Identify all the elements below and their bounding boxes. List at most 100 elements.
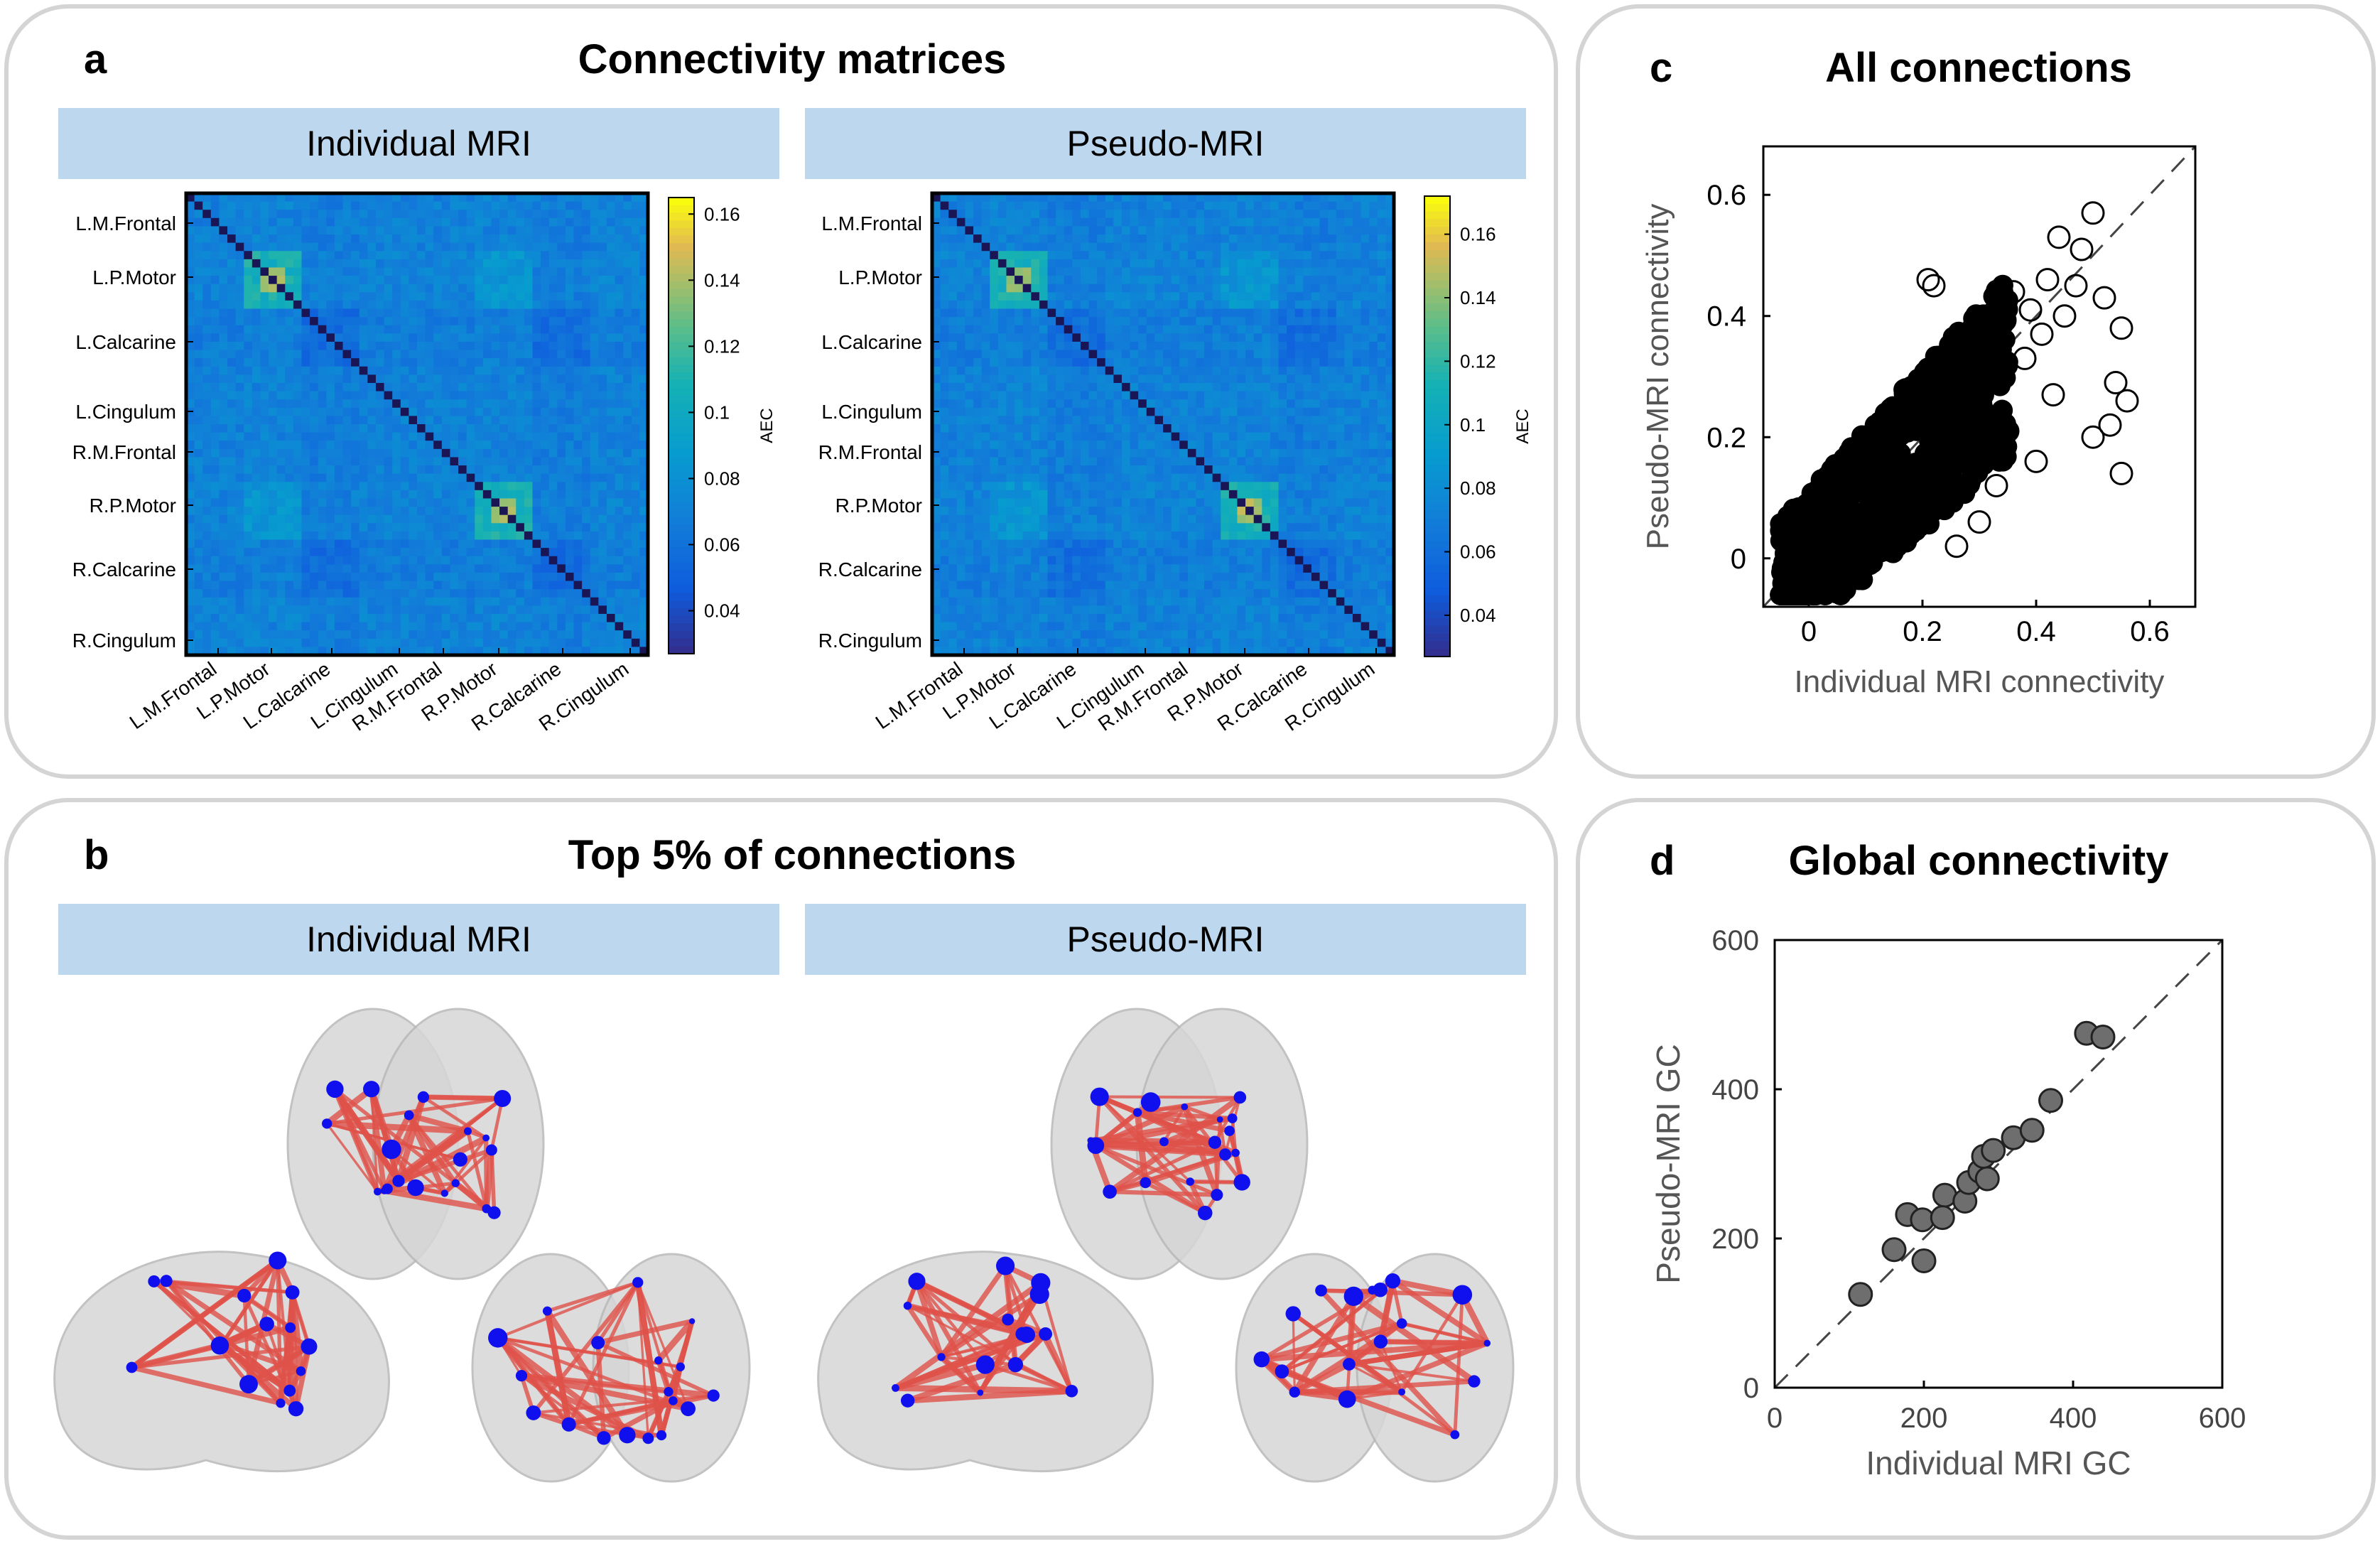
heatmap-cell [375, 193, 385, 203]
heatmap-cell [194, 259, 203, 269]
heatmap-cell [565, 292, 575, 301]
heatmap-cell [334, 300, 344, 310]
heatmap-cell [186, 325, 195, 334]
heatmap-cell [400, 358, 409, 367]
heatmap-cell [466, 251, 475, 260]
heatmap-cell [541, 300, 550, 310]
heatmap-cell [433, 259, 443, 269]
heatmap-cell [409, 325, 418, 334]
heatmap-cell [276, 217, 286, 227]
heatmap-cell [433, 234, 443, 244]
heatmap-cell [623, 267, 632, 276]
heatmap-cell [359, 217, 368, 227]
heatmap-cell [541, 251, 550, 260]
heatmap-cell [507, 226, 516, 235]
heatmap-cell [623, 217, 632, 227]
heatmap-cell [507, 284, 516, 293]
heatmap-cell [458, 226, 467, 235]
heatmap-cell [450, 217, 459, 227]
heatmap-cell [615, 333, 624, 342]
heatmap-cell [573, 242, 583, 252]
heatmap-cell [623, 201, 632, 210]
heatmap-cell [557, 234, 566, 244]
heatmap-cell [615, 226, 624, 235]
heatmap-cell [334, 226, 344, 235]
heatmap-cell [482, 308, 492, 318]
heatmap-cell [541, 276, 550, 285]
heatmap-cell [565, 267, 575, 276]
heatmap-cell [194, 292, 203, 301]
heatmap-cell [541, 226, 550, 235]
heatmap-cell [499, 234, 509, 244]
heatmap-cell [598, 366, 607, 375]
heatmap-cell [375, 226, 385, 235]
heatmap-cell [351, 366, 360, 375]
heatmap-cell [598, 193, 607, 203]
heatmap-cell [260, 308, 269, 318]
heatmap-cell [466, 366, 475, 375]
heatmap-cell [458, 374, 467, 384]
heatmap-cell [441, 234, 451, 244]
heatmap-cell [269, 292, 278, 301]
heatmap-cell [532, 308, 541, 318]
heatmap-cell [210, 341, 220, 351]
heatmap-cell [202, 308, 212, 318]
heatmap-cell [227, 251, 237, 260]
heatmap-cell [524, 325, 534, 334]
heatmap-cell [425, 276, 434, 285]
heatmap-cell [260, 226, 269, 235]
heatmap-cell [359, 284, 368, 293]
heatmap-cell [450, 341, 459, 351]
heatmap-cell [301, 284, 310, 293]
heatmap-cell [392, 210, 401, 219]
heatmap-cell [565, 193, 575, 203]
heatmap-cell [293, 251, 303, 260]
heatmap-cell [260, 333, 269, 342]
heatmap-cell [582, 259, 591, 269]
heatmap-cell [219, 325, 228, 334]
heatmap-cell [590, 267, 599, 276]
heatmap-cell [318, 358, 327, 367]
heatmap-cell [351, 325, 360, 334]
heatmap-cell [425, 317, 434, 326]
heatmap-cell [441, 226, 451, 235]
heatmap-cell [251, 292, 261, 301]
heatmap-cell [458, 259, 467, 269]
heatmap-cell [516, 193, 525, 203]
heatmap-cell [202, 193, 212, 203]
heatmap-cell [359, 276, 368, 285]
heatmap-cell [392, 234, 401, 244]
heatmap-cell [458, 276, 467, 285]
heatmap-cell [227, 242, 237, 252]
heatmap-cell [384, 366, 393, 375]
heatmap-cell [334, 242, 344, 252]
heatmap-cell [351, 284, 360, 293]
heatmap-cell [186, 242, 195, 252]
heatmap-cell [285, 226, 294, 235]
heatmap-cell [541, 210, 550, 219]
heatmap-cell [293, 341, 303, 351]
heatmap-cell [631, 308, 640, 318]
heatmap-cell [417, 325, 426, 334]
heatmap-cell [450, 350, 459, 359]
heatmap-cell [186, 300, 195, 310]
heatmap-cell [450, 259, 459, 269]
heatmap-cell [359, 226, 368, 235]
heatmap-cell [293, 201, 303, 210]
heatmap-cell [475, 325, 484, 334]
heatmap-cell [202, 251, 212, 260]
heatmap-cell [606, 242, 616, 252]
heatmap-cell [318, 193, 327, 203]
heatmap-cell [615, 292, 624, 301]
heatmap-cell [598, 358, 607, 367]
heatmap-cell [301, 292, 310, 301]
heatmap-cell [524, 201, 534, 210]
heatmap-cell [260, 251, 269, 260]
heatmap-cell [417, 366, 426, 375]
heatmap-cell [417, 259, 426, 269]
heatmap-cell [532, 242, 541, 252]
heatmap-cell [491, 292, 500, 301]
heatmap-cell [582, 317, 591, 326]
heatmap-cell [417, 276, 426, 285]
heatmap-cell [475, 374, 484, 384]
